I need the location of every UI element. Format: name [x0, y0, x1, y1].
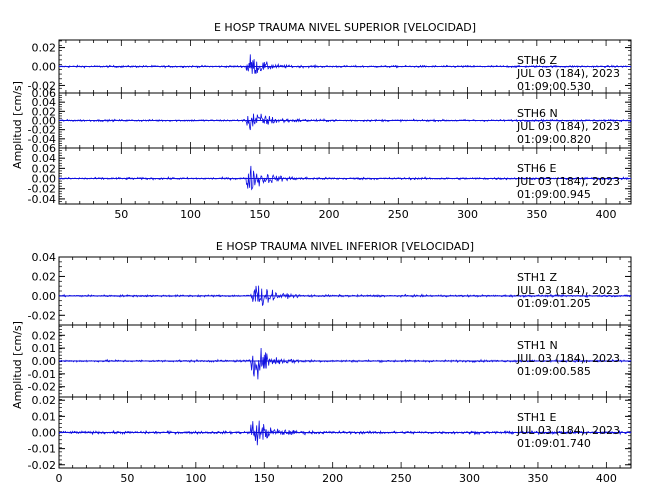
y-tick-label: -0.02	[28, 183, 56, 196]
station-component-label: STH1 E	[517, 411, 556, 424]
date-label: JUL 03 (184), 2023	[516, 352, 620, 365]
trace-sth1-e	[58, 420, 632, 446]
bottom-y-axis-label: Amplitud [cm/s]	[11, 321, 24, 409]
station-component-label: STH1 Z	[517, 271, 557, 284]
y-tick-label: 0.01	[32, 342, 57, 355]
y-tick-label: -0.02	[28, 124, 56, 137]
x-tick-label: 200	[322, 472, 343, 485]
bottom-chart-title: E HOSP TRAUMA NIVEL INFERIOR [VELOCIDAD]	[216, 240, 474, 253]
y-tick-label: 0.04	[32, 96, 57, 109]
x-tick-label: 250	[391, 472, 412, 485]
x-tick-label: 400	[596, 472, 617, 485]
y-tick-label: 0.02	[32, 270, 57, 283]
date-label: JUL 03 (184), 2023	[516, 120, 620, 133]
time-label: 01:09:01.740	[517, 437, 591, 450]
trace-sth1-n	[58, 347, 632, 380]
x-tick-label: 50	[114, 208, 128, 221]
y-tick-label: 0.00	[32, 427, 57, 440]
y-tick-label: -0.02	[28, 459, 56, 472]
top-chart-title: E HOSP TRAUMA NIVEL SUPERIOR [VELOCIDAD]	[214, 21, 476, 34]
y-tick-label: -0.02	[28, 381, 56, 394]
time-label: 01:09:00.530	[517, 80, 591, 93]
time-label: 01:09:00.585	[517, 365, 591, 378]
time-label: 01:09:00.945	[517, 188, 591, 201]
y-tick-label: -0.02	[28, 309, 56, 322]
x-tick-label: 300	[457, 208, 478, 221]
y-tick-label: 0.02	[32, 42, 57, 55]
x-tick-label: 150	[249, 208, 270, 221]
x-tick-label: 250	[388, 208, 409, 221]
y-tick-label: 0.06	[32, 142, 57, 155]
x-tick-label: 50	[120, 472, 134, 485]
y-tick-label: 0.00	[32, 290, 57, 303]
x-tick-label: 350	[527, 472, 548, 485]
x-tick-label: 100	[185, 472, 206, 485]
station-component-label: STH6 N	[517, 107, 558, 120]
x-tick-label: 100	[180, 208, 201, 221]
x-tick-label: 300	[459, 472, 480, 485]
x-tick-label: 0	[56, 472, 63, 485]
y-tick-label: 0.04	[32, 152, 57, 165]
date-label: JUL 03 (184), 2023	[516, 67, 620, 80]
date-label: JUL 03 (184), 2023	[516, 175, 620, 188]
x-tick-label: 350	[526, 208, 547, 221]
y-tick-label: -0.02	[28, 79, 56, 92]
trace-sth6-z	[58, 54, 632, 74]
y-tick-label: -0.04	[28, 193, 56, 206]
y-tick-label: 0.02	[32, 394, 57, 407]
x-tick-label: 400	[596, 208, 617, 221]
time-label: 01:09:01.205	[517, 297, 591, 310]
trace-sth6-e	[58, 165, 632, 191]
y-tick-label: 0.04	[32, 251, 57, 264]
date-label: JUL 03 (184), 2023	[516, 424, 620, 437]
y-tick-label: -0.01	[28, 443, 56, 456]
trace-sth6-n	[58, 113, 632, 131]
x-tick-label: 150	[254, 472, 275, 485]
y-tick-label: 0.00	[32, 173, 57, 186]
y-tick-label: 0.06	[32, 87, 57, 100]
time-label: 01:09:00.820	[517, 133, 591, 146]
station-component-label: STH6 Z	[517, 54, 557, 67]
y-tick-label: 0.02	[32, 162, 57, 175]
x-tick-label: 200	[319, 208, 340, 221]
y-tick-label: 0.00	[32, 355, 57, 368]
top-y-axis-label: Amplitud [cm/s]	[11, 81, 24, 169]
y-tick-label: -0.01	[28, 368, 56, 381]
y-tick-label: 0.00	[32, 115, 57, 128]
trace-sth1-z	[58, 285, 632, 307]
y-tick-label: 0.01	[32, 410, 57, 423]
date-label: JUL 03 (184), 2023	[516, 284, 620, 297]
y-tick-label: 0.00	[32, 61, 57, 74]
y-tick-label: 0.02	[32, 105, 57, 118]
station-component-label: STH1 N	[517, 339, 558, 352]
station-component-label: STH6 E	[517, 162, 556, 175]
y-tick-label: -0.04	[28, 133, 56, 146]
y-tick-label: 0.02	[32, 329, 57, 342]
